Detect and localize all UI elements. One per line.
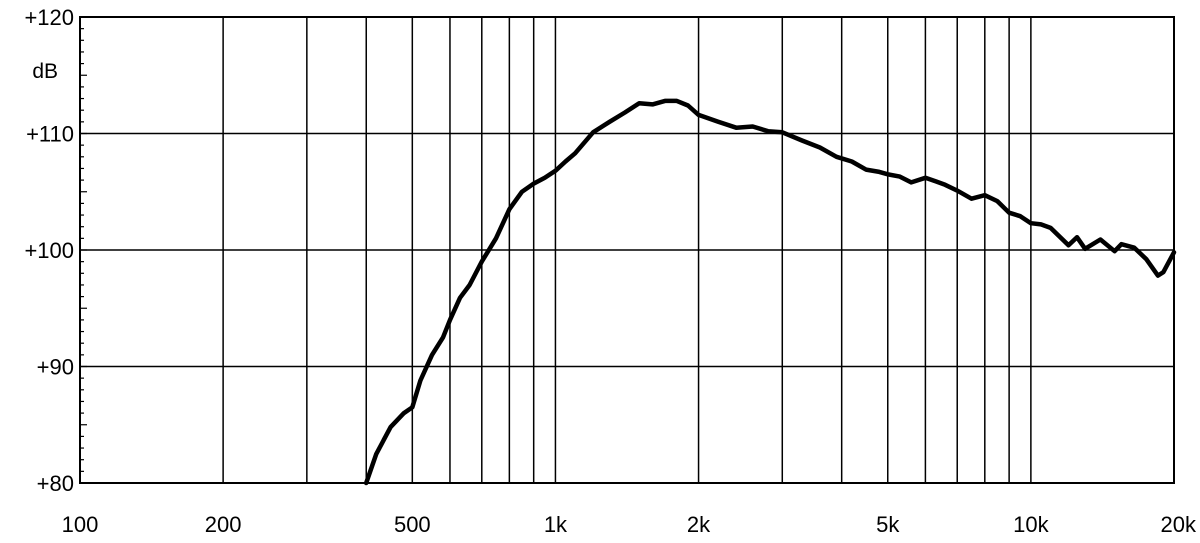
x-tick-label: 200 <box>205 512 242 537</box>
x-tick-label: 1k <box>544 512 568 537</box>
y-tick-label: +90 <box>37 355 74 380</box>
x-tick-labels: 100 200 500 1k 2k 5k 10k 20k <box>62 512 1197 537</box>
response-curve <box>363 98 1177 486</box>
y-minor-ticks <box>80 16 87 484</box>
series-layer <box>363 98 1177 486</box>
y-tick-label: +110 <box>26 122 74 147</box>
grid <box>80 16 1174 484</box>
x-tick-label: 100 <box>62 512 99 537</box>
plot-area-frame <box>79 16 1175 484</box>
x-tick-label: 10k <box>1013 512 1049 537</box>
y-tick-label: +80 <box>37 471 74 496</box>
y-axis-label: dB <box>32 60 58 83</box>
y-tick-labels: +120 +110 +100 +90 +80 <box>24 5 74 496</box>
x-tick-label: 20k <box>1161 512 1197 537</box>
y-tick-label: +100 <box>24 238 74 263</box>
x-tick-label: 2k <box>687 512 711 537</box>
x-tick-label: 500 <box>394 512 431 537</box>
y-tick-label: +120 <box>24 5 74 30</box>
x-tick-label: 5k <box>876 512 900 537</box>
